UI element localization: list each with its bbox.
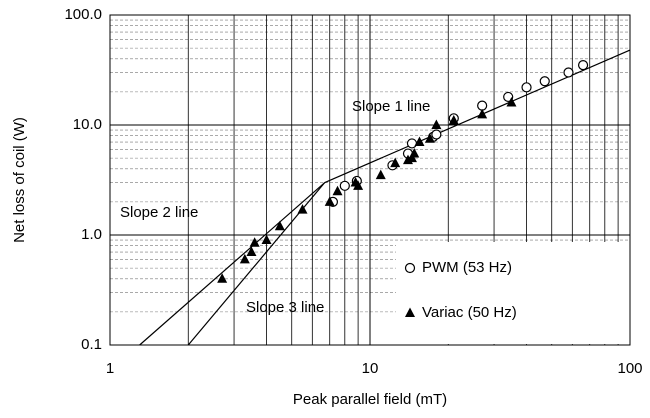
data-point (274, 220, 285, 231)
legend-label: Variac (50 Hz) (422, 304, 517, 321)
legend-label: PWM (53 Hz) (422, 259, 512, 276)
data-point (431, 119, 442, 129)
data-point (477, 100, 488, 111)
data-point (217, 273, 228, 283)
data-point (477, 108, 488, 119)
line-annotation: Slope 1 line (352, 98, 430, 115)
data-point (414, 136, 425, 147)
data-point (261, 234, 272, 245)
legend-box (396, 242, 629, 344)
data-point (406, 138, 418, 149)
data-point (431, 129, 442, 140)
line-annotation: Slope 3 line (246, 299, 324, 316)
x-tick-label: 10 (362, 360, 379, 377)
data-point (448, 114, 459, 125)
data-point (577, 60, 589, 71)
y-axis-label: Net loss of coil (W) (11, 117, 28, 243)
data-point (539, 76, 550, 87)
x-tick-label: 1 (106, 360, 114, 377)
line-annotation: Slope 2 line (120, 204, 198, 221)
legend-marker (405, 307, 415, 317)
x-axis-label: Peak parallel field (mT) (293, 391, 447, 408)
data-point (390, 157, 401, 168)
data-point (353, 180, 364, 190)
data-point (324, 196, 335, 206)
plot-frame (109, 14, 631, 346)
fit-line (324, 49, 631, 184)
y-tick-label: 1.0 (81, 226, 102, 243)
fit-line (187, 182, 326, 346)
y-tick-label: 100.0 (64, 6, 102, 23)
data-point (332, 185, 343, 196)
fit-line (139, 182, 326, 346)
data-point (239, 253, 250, 264)
data-point (249, 237, 260, 247)
data-point (339, 180, 350, 191)
y-tick-label: 10.0 (73, 116, 102, 133)
data-point (563, 67, 574, 78)
data-point (297, 204, 308, 214)
data-point (521, 82, 532, 93)
data-point (375, 169, 386, 180)
data-point (246, 246, 257, 257)
data-point (506, 97, 517, 107)
y-tick-label: 0.1 (81, 336, 102, 353)
data-point (424, 133, 435, 143)
x-tick-label: 100 (617, 360, 642, 377)
data-point (409, 148, 420, 158)
legend-marker (404, 262, 416, 274)
